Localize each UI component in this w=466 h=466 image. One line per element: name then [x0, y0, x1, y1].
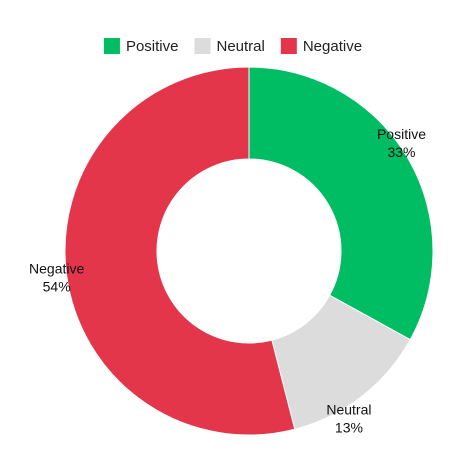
slice-label-name-negative: Negative: [29, 261, 84, 277]
chart-slices: [64, 66, 434, 436]
slice-label-name-positive: Positive: [377, 126, 426, 142]
slice-label-name-neutral: Neutral: [326, 402, 371, 418]
legend-label-neutral: Neutral: [216, 38, 264, 55]
legend-label-negative: Negative: [303, 38, 362, 55]
slice-label-value-negative: 54%: [43, 279, 71, 295]
slice-positive: [248, 66, 434, 341]
legend-swatch-neutral: [194, 38, 211, 54]
chart-legend: Positive Neutral Negative: [103, 38, 362, 55]
slice-label-value-neutral: 13%: [335, 420, 363, 436]
chart-slice-labels: Positive 33% Neutral 13% Negative 54%: [29, 126, 426, 435]
slice-label-negative: Negative 54%: [29, 261, 84, 295]
legend-swatch-negative: [280, 38, 297, 54]
slice-label-neutral: Neutral 13%: [326, 402, 371, 436]
slice-label-value-positive: 33%: [387, 144, 415, 160]
slice-negative: [64, 66, 296, 436]
legend-label-positive: Positive: [126, 38, 179, 55]
legend-swatch-positive: [103, 38, 120, 54]
slice-label-positive: Positive 33%: [377, 126, 426, 160]
